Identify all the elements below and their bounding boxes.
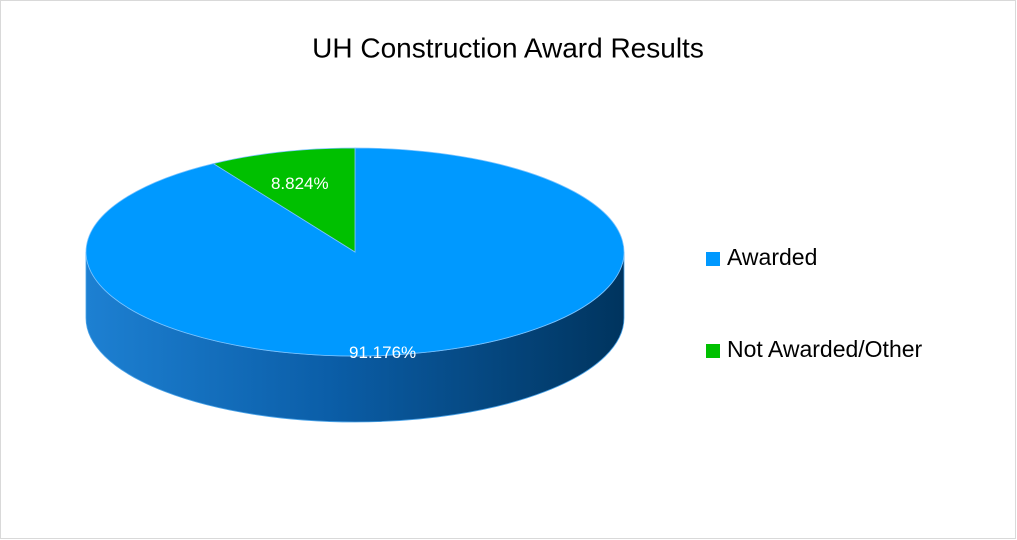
legend-label: Awarded <box>727 244 817 270</box>
legend-swatch <box>706 252 720 266</box>
legend-swatch <box>706 344 720 358</box>
data-label: 8.824% <box>271 174 329 193</box>
data-label: 91.176% <box>349 343 416 362</box>
legend-label: Not Awarded/Other <box>727 336 923 362</box>
chart-title: UH Construction Award Results <box>312 32 704 63</box>
pie-slice <box>212 147 356 253</box>
